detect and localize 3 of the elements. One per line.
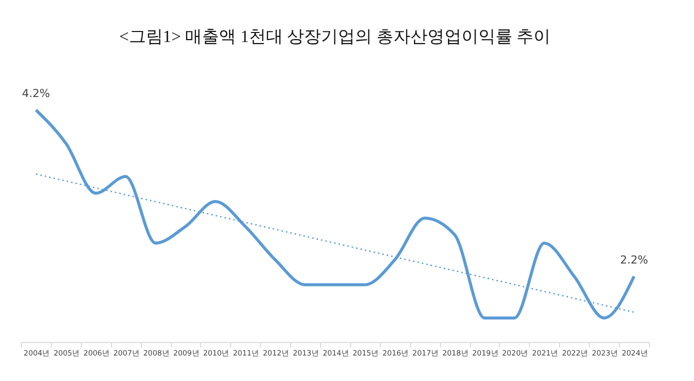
data-label: 2.2% <box>620 253 648 266</box>
chart-title: <그림1> 매출액 1천대 상장기업의 총자산영업이익률 추이 <box>119 27 551 46</box>
data-label: 4.2% <box>22 87 50 100</box>
